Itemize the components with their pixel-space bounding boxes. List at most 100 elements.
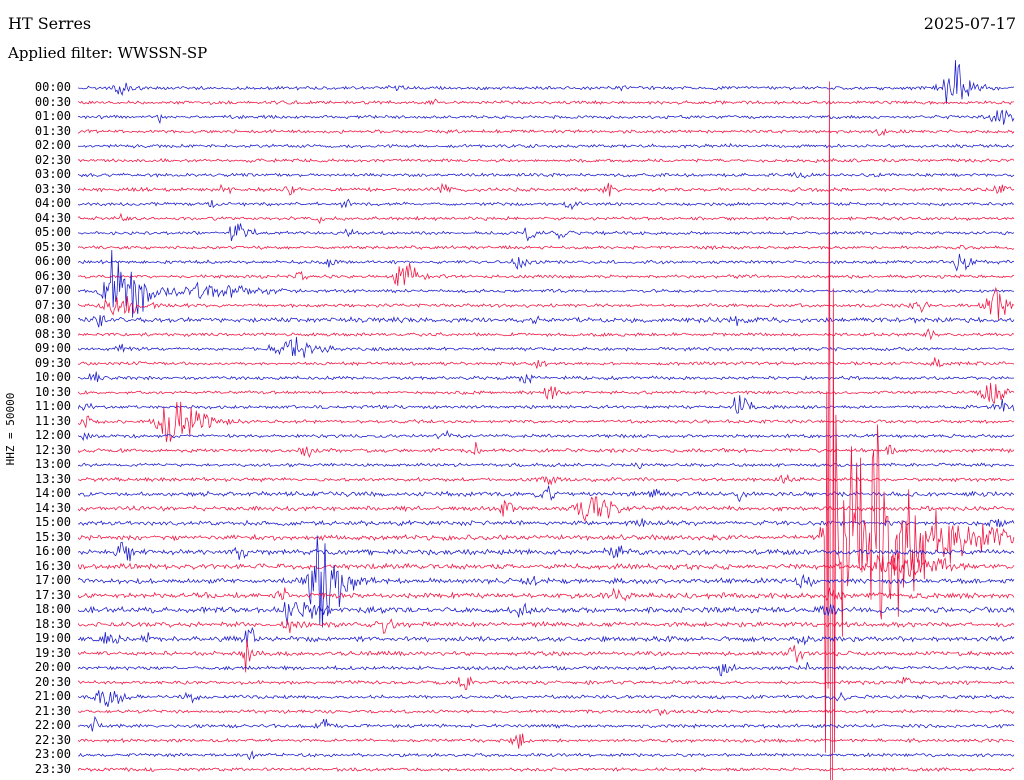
time-label: 12:30	[34, 442, 71, 457]
trace-row-1330	[78, 473, 1015, 486]
time-label: 06:30	[34, 268, 71, 283]
trace-row-0530	[78, 244, 1015, 251]
time-label: 07:30	[34, 297, 71, 312]
trace-row-1130	[78, 401, 1015, 443]
time-label: 19:00	[34, 631, 71, 645]
time-label: 08:00	[34, 312, 71, 326]
trace-row-0130	[78, 128, 1015, 137]
trace-row-2200	[78, 715, 1015, 732]
trace-row-0600	[78, 253, 1015, 272]
time-label: 01:00	[34, 109, 71, 123]
time-label: 20:30	[34, 674, 71, 689]
trace-row-2300	[78, 750, 1015, 761]
time-label: 10:30	[34, 384, 71, 399]
trace-row-1530	[78, 81, 1015, 780]
time-label: 16:30	[34, 558, 71, 573]
time-label: 08:30	[34, 326, 71, 341]
trace-row-0230	[78, 157, 1015, 163]
trace-row-1500	[78, 518, 1015, 528]
time-axis: 00:00 00:30 01:00 01:30 02:00 02:30 03:00 03:30…	[0, 0, 74, 780]
time-label: 11:30	[34, 413, 71, 428]
time-label: 23:00	[34, 747, 71, 761]
time-label: 18:30	[34, 616, 71, 631]
trace-row-1400	[78, 485, 1015, 503]
trace-row-0030	[78, 98, 1015, 106]
trace-row-1100	[78, 395, 1015, 414]
trace-row-0300	[78, 171, 1015, 179]
trace-row-0000	[78, 60, 1015, 104]
time-label: 14:00	[34, 486, 71, 500]
trace-row-1800	[78, 601, 1015, 625]
time-label: 09:30	[34, 355, 71, 370]
trace-row-0730	[78, 286, 1015, 321]
time-label: 16:00	[34, 544, 71, 558]
trace-row-1630	[78, 552, 1015, 578]
trace-row-0900	[78, 336, 1015, 358]
trace-row-0700	[78, 249, 1015, 318]
time-label: 00:00	[34, 80, 71, 94]
trace-row-0930	[78, 357, 1015, 369]
time-label: 07:00	[34, 283, 71, 297]
trace-row-1900	[78, 626, 1015, 647]
time-label: 05:30	[34, 239, 71, 254]
trace-row-2100	[78, 690, 1015, 708]
trace-row-0630	[78, 263, 1015, 286]
trace-row-0800	[78, 314, 1015, 328]
time-label: 03:00	[34, 167, 71, 181]
trace-row-2230	[78, 733, 1014, 749]
trace-row-1000	[78, 371, 1015, 384]
time-label: 22:00	[34, 718, 71, 732]
time-label: 06:00	[34, 254, 71, 268]
time-label: 12:00	[34, 428, 71, 442]
time-label: 13:30	[34, 471, 71, 486]
time-label: 00:30	[34, 94, 71, 109]
time-label: 10:00	[34, 370, 71, 384]
trace-row-1300	[78, 462, 1015, 470]
trace-row-2000	[78, 662, 1015, 677]
trace-row-0500	[78, 223, 1015, 242]
trace-row-0430	[78, 212, 1015, 225]
time-label: 14:30	[34, 500, 71, 515]
trace-row-2030	[78, 676, 1015, 690]
trace-row-1600	[78, 541, 1015, 562]
time-label: 03:30	[34, 181, 71, 196]
trace-row-1200	[78, 429, 1015, 442]
trace-row-1730	[78, 587, 1015, 602]
time-label: 02:30	[34, 152, 71, 167]
trace-row-1030	[78, 382, 1015, 404]
station-title: HT Serres	[8, 14, 92, 33]
trace-row-2330	[78, 767, 1015, 772]
trace-row-1230	[78, 442, 1015, 458]
trace-row-1700	[78, 535, 1015, 628]
time-label: 17:00	[34, 573, 71, 587]
time-label: 19:30	[34, 645, 71, 660]
time-label: 22:30	[34, 732, 71, 747]
time-label: 15:00	[34, 515, 71, 529]
time-label: 20:00	[34, 660, 71, 674]
trace-row-0400	[78, 198, 1015, 211]
trace-row-1430	[78, 496, 1015, 523]
trace-row-0330	[78, 182, 1015, 197]
time-label: 05:00	[34, 225, 71, 239]
time-label: 21:30	[34, 703, 71, 718]
time-label: 02:00	[34, 138, 71, 152]
date-label: 2025-07-17	[923, 14, 1016, 33]
seismogram-canvas	[78, 60, 1015, 780]
time-label: 09:00	[34, 341, 71, 355]
time-label: 23:30	[34, 761, 71, 776]
trace-row-0100	[78, 109, 1015, 125]
time-label: 15:30	[34, 529, 71, 544]
time-label: 04:30	[34, 210, 71, 225]
trace-row-0830	[78, 328, 1015, 341]
time-label: 17:30	[34, 587, 71, 602]
trace-row-0200	[78, 142, 1015, 149]
trace-row-2130	[78, 708, 1015, 717]
time-label: 11:00	[34, 399, 71, 413]
time-label: 04:00	[34, 196, 71, 210]
time-label: 13:00	[34, 457, 71, 471]
time-label: 01:30	[34, 123, 71, 138]
trace-row-1930	[78, 639, 1015, 673]
trace-row-1830	[78, 618, 1015, 634]
time-label: 18:00	[34, 602, 71, 616]
